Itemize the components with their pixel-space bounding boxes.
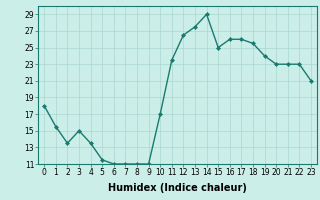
X-axis label: Humidex (Indice chaleur): Humidex (Indice chaleur) <box>108 183 247 193</box>
